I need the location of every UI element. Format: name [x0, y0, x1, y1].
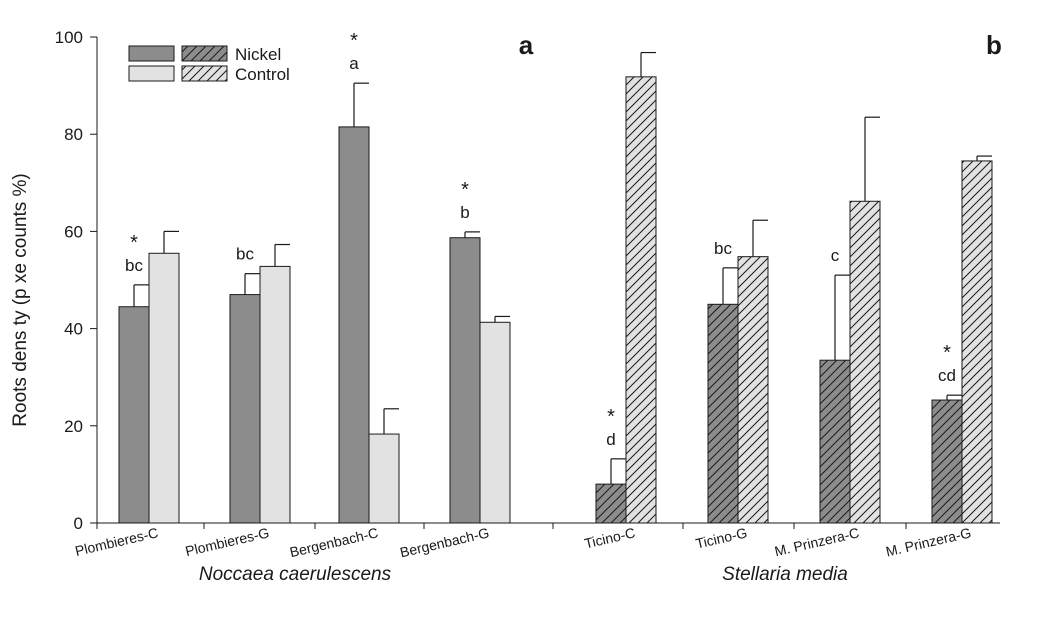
control-bar [625, 76, 657, 524]
nickel-bar [707, 303, 739, 524]
y-tick-label: 80 [64, 125, 83, 144]
control-bar [259, 265, 291, 524]
significance-letter: bc [714, 239, 732, 258]
significance-letter: cd [938, 366, 956, 385]
control-bar [148, 252, 180, 524]
nickel-bar [118, 306, 150, 524]
control-bar [479, 321, 511, 524]
species-label: Stellaria media [722, 564, 848, 585]
significance-letter: bc [236, 245, 254, 264]
category-label: Bergenbach-C [288, 524, 380, 560]
control-bar [737, 256, 769, 524]
y-tick-label: 20 [64, 417, 83, 436]
category-label: Bergenbach-G [398, 524, 490, 560]
legend-swatch-solid [128, 45, 175, 62]
legend-swatch-hatched [181, 65, 228, 82]
nickel-bar [931, 399, 963, 524]
category-label: Ticino-G [694, 524, 749, 551]
category-label: M. Prinzera-G [884, 524, 972, 559]
y-tick-label: 60 [64, 222, 83, 241]
control-bar [368, 433, 400, 524]
nickel-bar [229, 294, 261, 524]
species-label: Noccaea caerulescens [199, 564, 392, 585]
significance-letter: b [460, 203, 469, 222]
significance-star: * [943, 342, 951, 364]
nickel-bar [449, 237, 481, 524]
significance-star: * [461, 179, 469, 201]
category-label: Plombieres-C [73, 524, 159, 559]
significance-letter: bc [125, 256, 143, 275]
control-bar [849, 200, 881, 524]
category-label: Plombieres-G [184, 524, 271, 559]
plot-area: 0 20 40 60 80 100 Roots dens ty (p xe counts %… [10, 28, 1002, 585]
control-bar [961, 160, 993, 524]
y-axis-title: Roots dens ty (p xe counts %) [10, 173, 31, 426]
significance-star: * [350, 30, 358, 52]
panel-label: b [986, 30, 1002, 60]
panel-label: a [519, 30, 534, 60]
category-label: M. Prinzera-C [773, 524, 861, 559]
y-tick-label: 100 [55, 28, 83, 47]
significance-letter: a [349, 54, 359, 73]
legend-swatch-solid [128, 65, 175, 82]
legend-label: Nickel [235, 45, 281, 64]
significance-letter: c [831, 246, 840, 265]
legend-swatch-hatched [181, 45, 228, 62]
legend-label: Control [235, 65, 290, 84]
y-tick-label: 40 [64, 320, 83, 339]
significance-star: * [607, 406, 615, 428]
nickel-bar [819, 359, 851, 524]
nickel-bar [338, 126, 370, 524]
y-tick-label: 0 [74, 514, 83, 533]
category-label: Ticino-C [583, 524, 637, 551]
significance-letter: d [606, 430, 615, 449]
nickel-bar [595, 483, 627, 524]
significance-star: * [130, 232, 138, 254]
